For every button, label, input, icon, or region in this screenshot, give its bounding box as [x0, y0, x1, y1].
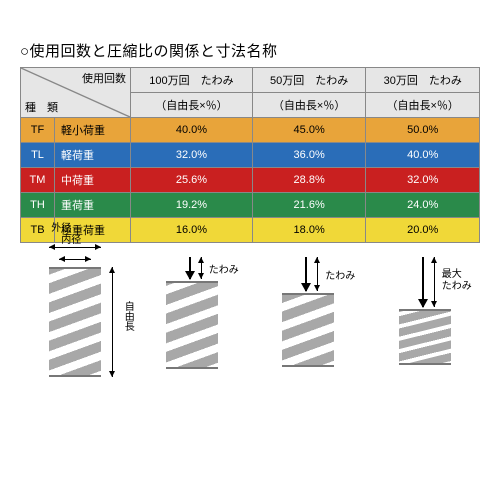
- hdr-c1a: 100万回 たわみ: [131, 68, 253, 93]
- row-name: 中荷重: [55, 168, 131, 193]
- row-code: TM: [21, 168, 55, 193]
- hdr-c2b: （自由長×％）: [252, 93, 366, 118]
- spring-icon: [282, 293, 334, 367]
- table-row: TB 極重荷重 16.0% 18.0% 20.0%: [21, 218, 480, 243]
- spring-icon: [399, 309, 451, 365]
- row-val: 36.0%: [252, 143, 366, 168]
- row-val: 28.8%: [252, 168, 366, 193]
- diagram-deflect-1: たわみ: [137, 257, 248, 377]
- row-code: TH: [21, 193, 55, 218]
- deflect-label: たわみ: [325, 267, 355, 282]
- row-val: 25.6%: [131, 168, 253, 193]
- row-val: 19.2%: [131, 193, 253, 218]
- inner-label: 内径: [61, 235, 81, 246]
- table-row: TH 重荷重 19.2% 21.6% 24.0%: [21, 193, 480, 218]
- inner-dim: [59, 259, 91, 260]
- max-deflect-label: 最大 たわみ: [442, 269, 472, 293]
- deflect-dim: [317, 257, 318, 291]
- row-val: 18.0%: [252, 218, 366, 243]
- page-title: ○使用回数と圧縮比の関係と寸法名称: [20, 40, 480, 61]
- row-name: 軽荷重: [55, 143, 131, 168]
- row-val: 21.6%: [252, 193, 366, 218]
- row-name: 重荷重: [55, 193, 131, 218]
- spring-icon: [166, 281, 218, 369]
- row-val: 50.0%: [366, 118, 480, 143]
- hdr-c3a: 30万回 たわみ: [366, 68, 480, 93]
- outer-label: 外径: [51, 223, 71, 234]
- hdr-c1b: （自由長×％）: [131, 93, 253, 118]
- compression-table: 使用回数 種 類 100万回 たわみ 50万回 たわみ 30万回 たわみ （自由…: [20, 67, 480, 243]
- row-val: 40.0%: [131, 118, 253, 143]
- diagram-max-deflect: 最大 たわみ: [370, 257, 481, 377]
- outer-dim: [49, 247, 101, 248]
- diagram-deflect-2: たわみ: [253, 257, 364, 377]
- row-name: 軽小荷重: [55, 118, 131, 143]
- hdr-c2a: 50万回 たわみ: [252, 68, 366, 93]
- diagram-row: 外径 内径 自由長 たわみ たわみ: [20, 257, 480, 377]
- free-length-dim: [112, 267, 113, 377]
- row-val: 45.0%: [252, 118, 366, 143]
- row-val: 24.0%: [366, 193, 480, 218]
- hdr-c3b: （自由長×％）: [366, 93, 480, 118]
- table-row: TF 軽小荷重 40.0% 45.0% 50.0%: [21, 118, 480, 143]
- deflect-dim: [201, 257, 202, 279]
- row-val: 40.0%: [366, 143, 480, 168]
- arrow-down-icon: [422, 257, 424, 307]
- row-code: TF: [21, 118, 55, 143]
- deflect-label: たわみ: [209, 261, 239, 276]
- diagram-free-length: 外径 内径 自由長: [20, 257, 131, 377]
- free-length-label: 自由長: [120, 301, 135, 331]
- table-row: TL 軽荷重 32.0% 36.0% 40.0%: [21, 143, 480, 168]
- table-row: TM 中荷重 25.6% 28.8% 32.0%: [21, 168, 480, 193]
- arrow-down-icon: [305, 257, 307, 291]
- row-code: TL: [21, 143, 55, 168]
- row-val: 20.0%: [366, 218, 480, 243]
- spring-icon: [49, 267, 101, 377]
- arrow-down-icon: [189, 257, 191, 279]
- row-code: TB: [21, 218, 55, 243]
- row-val: 32.0%: [131, 143, 253, 168]
- row-val: 16.0%: [131, 218, 253, 243]
- row-val: 32.0%: [366, 168, 480, 193]
- deflect-dim: [434, 257, 435, 307]
